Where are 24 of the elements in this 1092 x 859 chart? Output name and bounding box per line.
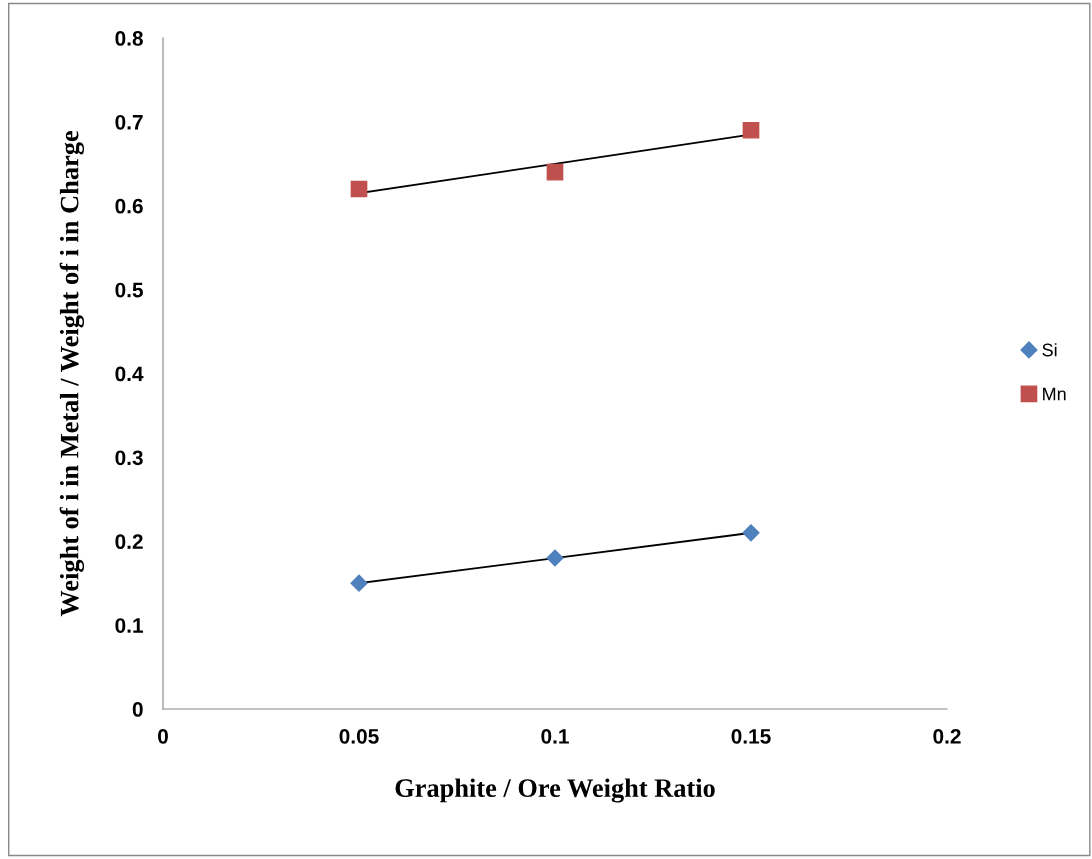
y-tick-label: 0.1 (115, 618, 143, 633)
x-axis-title: Graphite / Ore Weight Ratio (395, 778, 715, 803)
y-tick-label: 0.8 (115, 31, 143, 46)
x-tick-label: 0.05 (339, 728, 379, 744)
y-tick-label: 0.3 (115, 450, 143, 466)
y-axis-title: Weight of i in Metal / Weight of i in Charge (59, 131, 85, 617)
x-tick-label: 0.1 (541, 728, 569, 744)
y-tick-label: 0 (132, 702, 143, 717)
point (350, 180, 368, 198)
point (742, 121, 760, 139)
x-tick-label: 0.2 (933, 728, 961, 744)
y-tick-label: 0.4 (115, 366, 144, 382)
point (546, 163, 564, 181)
y-tick-label: 0.2 (115, 534, 143, 549)
point (546, 549, 564, 567)
legend-label: Mn (1043, 387, 1066, 401)
x-tick-label: 0.15 (731, 728, 771, 744)
y-tick-label: 0.7 (115, 114, 143, 130)
point (350, 574, 368, 592)
point (742, 524, 760, 542)
y-tick-label: 0.6 (115, 198, 143, 214)
y-tick-label: 0.5 (115, 282, 143, 298)
legend-label: Si (1042, 343, 1057, 357)
x-tick-label: 0 (158, 728, 168, 744)
